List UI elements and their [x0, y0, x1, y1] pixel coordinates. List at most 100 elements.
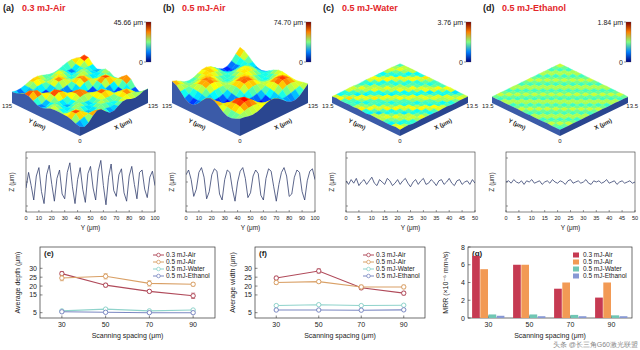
surface-side	[172, 81, 240, 136]
x-tick-label: 70	[567, 321, 575, 328]
surface-axis-label: X (μm)	[593, 117, 612, 131]
point	[359, 303, 363, 307]
x-tick-label: 90	[299, 215, 305, 221]
series-line	[276, 282, 404, 287]
y-tick-label: 20	[29, 283, 37, 290]
legend-label: 0.3 mJ-Air	[376, 251, 406, 258]
panel-label: (b)	[163, 3, 175, 13]
colorbar-tick	[624, 22, 626, 23]
bar	[595, 298, 603, 318]
x-tick-label: 60	[100, 215, 106, 221]
point	[147, 289, 151, 293]
plot-area	[26, 160, 155, 204]
legend-label: 0.5 mJ-Water	[166, 265, 206, 272]
x-tick	[105, 316, 106, 319]
x-tick-label: 45	[619, 215, 625, 221]
x-tick	[250, 210, 251, 212]
y-tick-label: 30	[244, 265, 252, 272]
x-tick-label: 90	[400, 321, 408, 328]
x-tick	[193, 316, 194, 319]
colorbar-label: 0	[299, 59, 303, 66]
x-tick-label: 25	[567, 215, 573, 221]
colorbar-label: 1.84 μm	[598, 19, 624, 27]
x-tick	[506, 210, 507, 212]
bar	[620, 316, 628, 318]
legend-label: 0.5 mJ-Air	[166, 258, 196, 265]
point	[402, 303, 406, 307]
surface-axis-label: X (μm)	[433, 117, 452, 131]
watermark: 头条 @长三角G60激光联盟	[553, 341, 638, 349]
y-axis-label: Z (μm)	[8, 172, 16, 191]
colorbar-label: 45.66 μm	[114, 19, 143, 27]
colorbar	[306, 22, 311, 62]
point	[274, 280, 278, 284]
surface-axis-label: Y (μm)	[347, 117, 366, 131]
series-line	[276, 309, 404, 310]
y-tick	[468, 318, 471, 319]
x-tick	[276, 316, 277, 319]
legend: 0.3 mJ-Air0.5 mJ-Air0.5 mJ-Water0.5 mJ-E…	[573, 251, 627, 279]
y-tick	[255, 277, 258, 278]
x-tick-label: 30	[222, 215, 228, 221]
point	[103, 274, 107, 278]
y-axis-label: Average depth (μm)	[14, 252, 22, 314]
legend: 0.3 mJ-Air0.5 mJ-Air0.5 mJ-Water0.5 mJ-E…	[363, 251, 420, 279]
surface-corner: 0	[398, 138, 402, 144]
bar	[530, 314, 538, 318]
point	[103, 283, 107, 287]
x-tick	[198, 210, 199, 212]
series-line	[276, 304, 404, 306]
legend-swatch	[573, 274, 579, 279]
x-tick-label: 40	[235, 215, 241, 221]
point	[274, 308, 278, 312]
x-tick-label: 30	[580, 215, 586, 221]
surface-panel: (b)0.5 mJ-Air074.70 μm1350135Y (μm)X (μm…	[162, 3, 320, 232]
x-tick-label: 70	[357, 321, 365, 328]
x-tick	[38, 210, 39, 212]
y-tick-label: 15	[244, 291, 252, 298]
x-tick	[237, 210, 238, 212]
surface-corner: 13.5	[466, 103, 478, 109]
legend-label: 0.5 mJ-Ethanol	[166, 272, 210, 279]
y-axis-label: MRR (×10⁻⁶ mm³/s)	[442, 251, 450, 313]
x-tick-label: 70	[273, 215, 279, 221]
legend: 0.3 mJ-Air0.5 mJ-Air0.5 mJ-Water0.5 mJ-E…	[153, 251, 210, 279]
point	[191, 310, 195, 314]
x-tick	[116, 210, 117, 212]
panel-label: (e)	[44, 249, 54, 258]
point	[402, 285, 406, 289]
colorbar-tick	[624, 62, 626, 63]
legend-label: 0.3 mJ-Air	[583, 251, 613, 258]
x-tick-label: 50	[315, 321, 323, 328]
bar-chart: 0246830507090Scanning spacing (μm)MRR (×…	[442, 244, 632, 341]
x-tick-label: 100	[150, 215, 159, 221]
x-tick	[103, 210, 104, 212]
plot-frame	[255, 247, 425, 318]
surface-side	[400, 96, 468, 136]
point	[317, 302, 321, 306]
y-tick-label: 25	[244, 274, 252, 281]
point	[274, 303, 278, 307]
x-tick-label: 45	[459, 215, 465, 221]
surface	[172, 47, 308, 136]
x-axis-label: Y (μm)	[241, 224, 261, 232]
x-tick-label: 0	[344, 215, 347, 221]
surface	[492, 64, 628, 136]
series-line	[62, 309, 193, 311]
x-tick	[61, 316, 62, 319]
x-tick	[90, 210, 91, 212]
x-tick	[51, 210, 52, 212]
surface-side	[80, 89, 148, 136]
x-tick-label: 20	[555, 215, 561, 221]
panel-label: (c)	[323, 3, 334, 13]
x-tick	[423, 210, 424, 212]
y-tick	[186, 206, 188, 207]
bar	[521, 265, 529, 318]
surface-axis-label: X (μm)	[113, 117, 132, 131]
y-tick	[26, 206, 28, 207]
plot-area	[186, 168, 315, 202]
point	[402, 291, 406, 295]
y-tick	[468, 247, 471, 248]
bar	[497, 316, 505, 318]
plot-area	[472, 256, 627, 318]
